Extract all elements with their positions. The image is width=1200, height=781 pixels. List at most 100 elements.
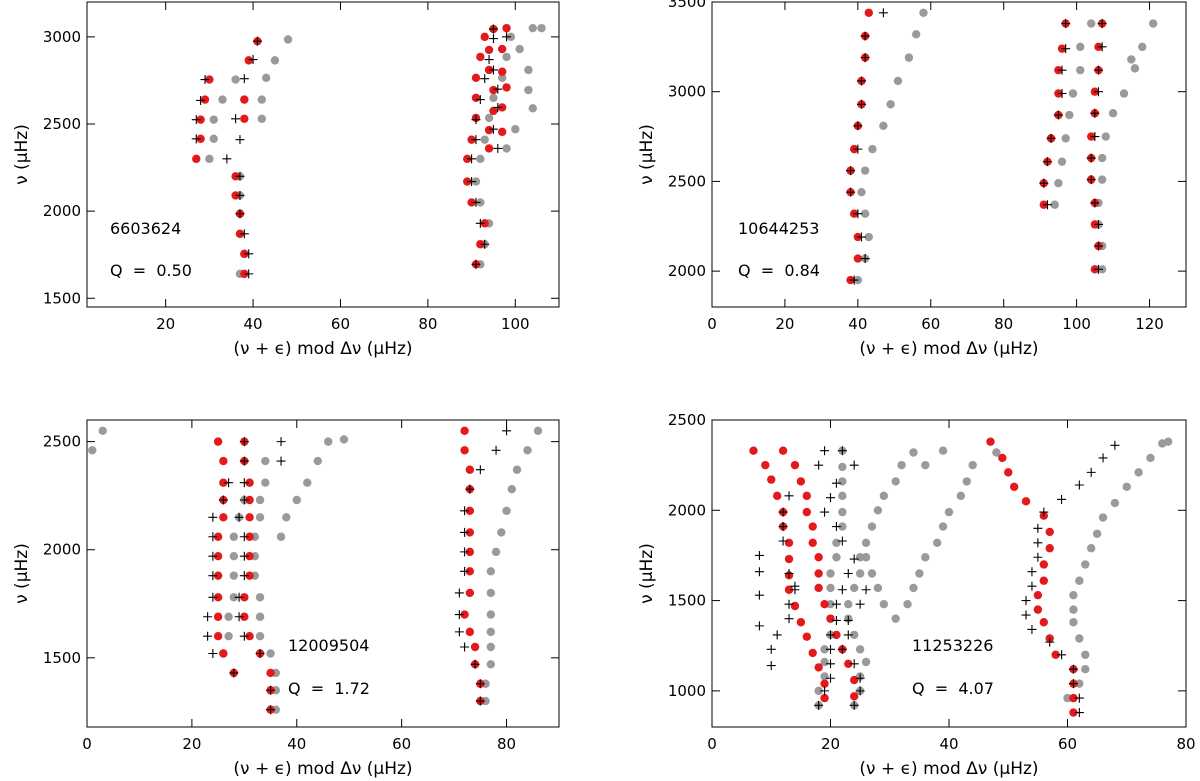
red-point [219, 456, 228, 466]
red-point [814, 569, 823, 578]
red-point [814, 663, 823, 672]
red-point [502, 23, 511, 33]
red-point [480, 32, 489, 42]
y-tick-label: 1000 [668, 682, 706, 700]
red-point [1051, 650, 1060, 659]
red-point [986, 437, 995, 446]
cross-point [235, 190, 245, 200]
cross-point [491, 445, 501, 455]
gray-point [276, 532, 286, 541]
gray-point [1092, 529, 1102, 538]
cross-point [843, 569, 853, 578]
gray-point [861, 657, 871, 667]
cross-point [224, 478, 234, 488]
gray-point [968, 460, 977, 470]
gray-point [826, 600, 835, 609]
cross-point [191, 134, 201, 144]
cross-point [826, 659, 835, 669]
gray-point [814, 686, 823, 696]
x-axis-label: (ν + ϵ) mod Δν (μHz) [233, 339, 412, 359]
gray-point [209, 115, 218, 124]
y-tick-label: 2500 [43, 433, 81, 451]
gray-point [904, 53, 914, 62]
gray-point [891, 477, 900, 486]
red-point [1039, 576, 1049, 585]
red-point [213, 631, 223, 641]
red-point [1039, 560, 1049, 569]
red-point [465, 567, 475, 576]
y-axis-label: ν (μHz) [637, 124, 657, 185]
gray-point [838, 507, 847, 517]
x-tick-label: 20 [821, 735, 840, 753]
panel-11253226: 0 20 40 60 80 1000 1500 2000 2500 (ν + ϵ) mod Δν … [637, 411, 1196, 779]
cross-point [784, 599, 794, 609]
gray-point [511, 125, 520, 134]
red-point [784, 554, 794, 564]
cross-point [239, 74, 249, 84]
red-point [465, 528, 475, 537]
panel-12009504: 0 20 40 60 80 1500 2000 2500 (ν + ϵ) mod Δν (μHz… [12, 419, 560, 779]
cross-point [208, 551, 218, 561]
gray-point [879, 600, 889, 609]
cross-point [860, 254, 870, 264]
gray-point [528, 23, 537, 33]
y-tick-label: 3000 [43, 28, 81, 46]
red-point [864, 8, 873, 17]
x-tick-label: 0 [707, 735, 717, 753]
cross-point [244, 269, 254, 279]
x-tick-label: 40 [939, 735, 958, 753]
red-point [1033, 605, 1043, 614]
gray-point [921, 553, 930, 562]
cross-point [208, 512, 218, 522]
red-point [213, 532, 223, 541]
gray-point [838, 462, 847, 472]
red-point [790, 601, 800, 611]
gray-point [229, 593, 239, 602]
red-point [853, 254, 863, 263]
red-point [465, 627, 475, 637]
star-id-label: 6603624 [110, 219, 181, 238]
cross-point [191, 115, 201, 125]
red-point [200, 95, 210, 104]
cross-point [276, 437, 286, 447]
gray-point [229, 532, 239, 541]
cross-point [754, 567, 764, 577]
cross-point [460, 642, 470, 652]
cross-point [1086, 175, 1096, 185]
cross-point [208, 648, 218, 658]
gray-point [209, 134, 218, 144]
x-axis-label: (ν + ϵ) mod Δν (μHz) [859, 759, 1038, 779]
red-point [1069, 693, 1078, 703]
red-point [1021, 497, 1031, 506]
red-point [497, 127, 507, 137]
gray-point [992, 448, 1001, 457]
red-point [213, 593, 223, 602]
gray-point [229, 552, 239, 561]
red-point [796, 477, 806, 486]
gray-point [903, 600, 912, 609]
cross-point [1027, 581, 1037, 591]
cross-point [502, 426, 512, 436]
gray-point [1087, 544, 1096, 553]
gray-point [486, 627, 496, 637]
red-point [470, 642, 480, 652]
red-point [802, 632, 811, 641]
red-point [240, 114, 249, 123]
cross-point [1110, 440, 1120, 450]
cross-point [855, 686, 865, 696]
cross-point [849, 554, 859, 564]
cross-point [826, 630, 835, 640]
gray-point [844, 600, 853, 609]
cross-point [203, 612, 213, 622]
red-point [502, 83, 511, 92]
cross-point [239, 532, 249, 542]
gray-point [266, 649, 275, 658]
red-point [761, 460, 770, 470]
cross-point [1046, 133, 1056, 143]
gray-point [855, 569, 865, 578]
gray-point [1127, 55, 1136, 64]
red-point [844, 659, 853, 668]
cross-point [266, 685, 276, 695]
gray-point [1122, 482, 1131, 492]
cross-point [1039, 178, 1049, 188]
